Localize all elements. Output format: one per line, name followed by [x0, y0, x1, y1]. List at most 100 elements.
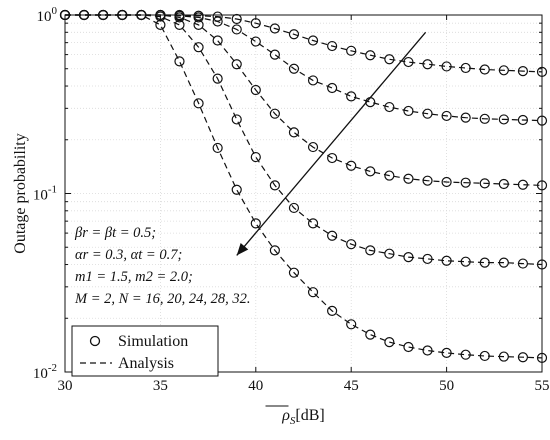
simulation-point: [498, 351, 509, 362]
simulation-point: [517, 114, 529, 126]
x-tick-label: 55: [535, 378, 550, 394]
simulation-point: [288, 63, 300, 74]
x-tick-label: 45: [344, 378, 359, 394]
series-1: [59, 9, 548, 77]
simulation-point: [517, 179, 529, 190]
simulation-point: [441, 61, 452, 72]
simulation-point: [231, 24, 242, 35]
y-tick-label: 10-2: [33, 362, 57, 382]
simulation-point: [307, 75, 319, 86]
simulation-point: [250, 36, 261, 47]
simulation-point: [212, 35, 223, 46]
simulation-point: [327, 40, 338, 52]
simulation-point: [384, 54, 395, 65]
simulation-point: [346, 91, 357, 102]
simulation-point: [441, 110, 452, 122]
arrow-head: [236, 243, 249, 256]
simulation-point: [384, 101, 395, 113]
simulation-point: [327, 152, 338, 164]
simulation-point: [365, 245, 376, 256]
simulation-point: [231, 184, 242, 195]
simulation-point: [307, 35, 319, 46]
simulation-point: [498, 114, 509, 125]
simulation-point: [365, 166, 376, 177]
simulation-point: [479, 64, 490, 75]
series-5: [59, 9, 548, 363]
simulation-point: [498, 178, 509, 190]
simulation-point: [174, 56, 185, 67]
simulation-point: [517, 352, 529, 363]
simulation-point: [384, 337, 395, 348]
simulation-point: [403, 173, 414, 184]
analysis-line: [65, 14, 543, 186]
simulation-point: [460, 62, 471, 74]
simulation-point: [498, 257, 509, 268]
simulation-point: [498, 65, 509, 76]
simulation-point: [479, 257, 490, 268]
simulation-point: [250, 218, 261, 229]
annotation-line-1: βr = βt = 0.5;: [74, 225, 156, 241]
simulation-point: [460, 112, 471, 123]
simulation-point: [174, 19, 185, 31]
simulation-point: [517, 258, 529, 269]
simulation-point: [288, 267, 300, 278]
simulation-point: [365, 50, 376, 61]
x-axis-label-sub: S: [290, 415, 296, 427]
x-tick-label: 30: [58, 378, 73, 394]
simulation-point: [269, 180, 280, 191]
legend-analysis-label: Analysis: [118, 355, 174, 372]
simulation-point: [212, 73, 223, 84]
simulation-point: [231, 13, 242, 25]
simulation-point: [441, 176, 452, 188]
simulation-point: [269, 108, 280, 119]
simulation-point: [269, 245, 280, 256]
simulation-point: [346, 160, 357, 171]
simulation-point: [193, 12, 204, 23]
simulation-point: [155, 11, 166, 22]
simulation-point: [479, 113, 490, 124]
simulation-point: [479, 178, 490, 189]
simulation-point: [422, 59, 433, 70]
annotation-line-2: αr = 0.3, αt = 0.7;: [75, 247, 182, 263]
simulation-point: [403, 252, 414, 263]
simulation-point: [307, 141, 319, 153]
simulation-point: [460, 177, 471, 188]
simulation-point: [307, 218, 319, 229]
y-tick-base: 10: [33, 366, 48, 382]
simulation-point: [212, 16, 223, 27]
simulation-point: [441, 347, 452, 358]
trend-arrow: [236, 31, 427, 256]
simulation-point: [269, 23, 280, 34]
simulation-point: [346, 45, 357, 56]
simulation-point: [269, 49, 280, 60]
y-tick-exponent: 0: [52, 5, 58, 17]
simulation-point: [422, 253, 433, 265]
simulation-point: [212, 142, 223, 154]
simulation-point: [422, 108, 433, 119]
simulation-point: [517, 65, 529, 77]
analysis-line: [65, 14, 543, 359]
simulation-point: [155, 19, 166, 31]
x-axis-label-unit: [dB]: [295, 407, 324, 424]
simulation-point: [250, 84, 261, 96]
y-axis-label: Outage probability: [12, 133, 29, 253]
x-tick-label: 50: [439, 378, 454, 394]
annotation-line-4: M = 2, N = 16, 20, 24, 28, 32.: [74, 291, 250, 307]
simulation-point: [288, 202, 300, 214]
x-tick-label: 40: [248, 378, 263, 394]
y-tick-label: 100: [37, 5, 58, 25]
analysis-line: [65, 14, 543, 122]
simulation-point: [288, 29, 300, 40]
simulation-point: [174, 12, 185, 23]
legend-simulation-label: Simulation: [118, 333, 188, 350]
series-layer: [59, 9, 548, 363]
y-tick-exponent: -1: [48, 184, 57, 196]
simulation-point: [365, 329, 376, 340]
simulation-point: [193, 19, 204, 31]
simulation-point: [231, 59, 242, 70]
simulation-point: [327, 230, 338, 241]
parameter-annotation: βr = βt = 0.5; αr = 0.3, αt = 0.7; m1 = …: [74, 225, 250, 307]
simulation-point: [403, 56, 414, 68]
x-axis-label: ρS[dB]: [281, 407, 325, 427]
